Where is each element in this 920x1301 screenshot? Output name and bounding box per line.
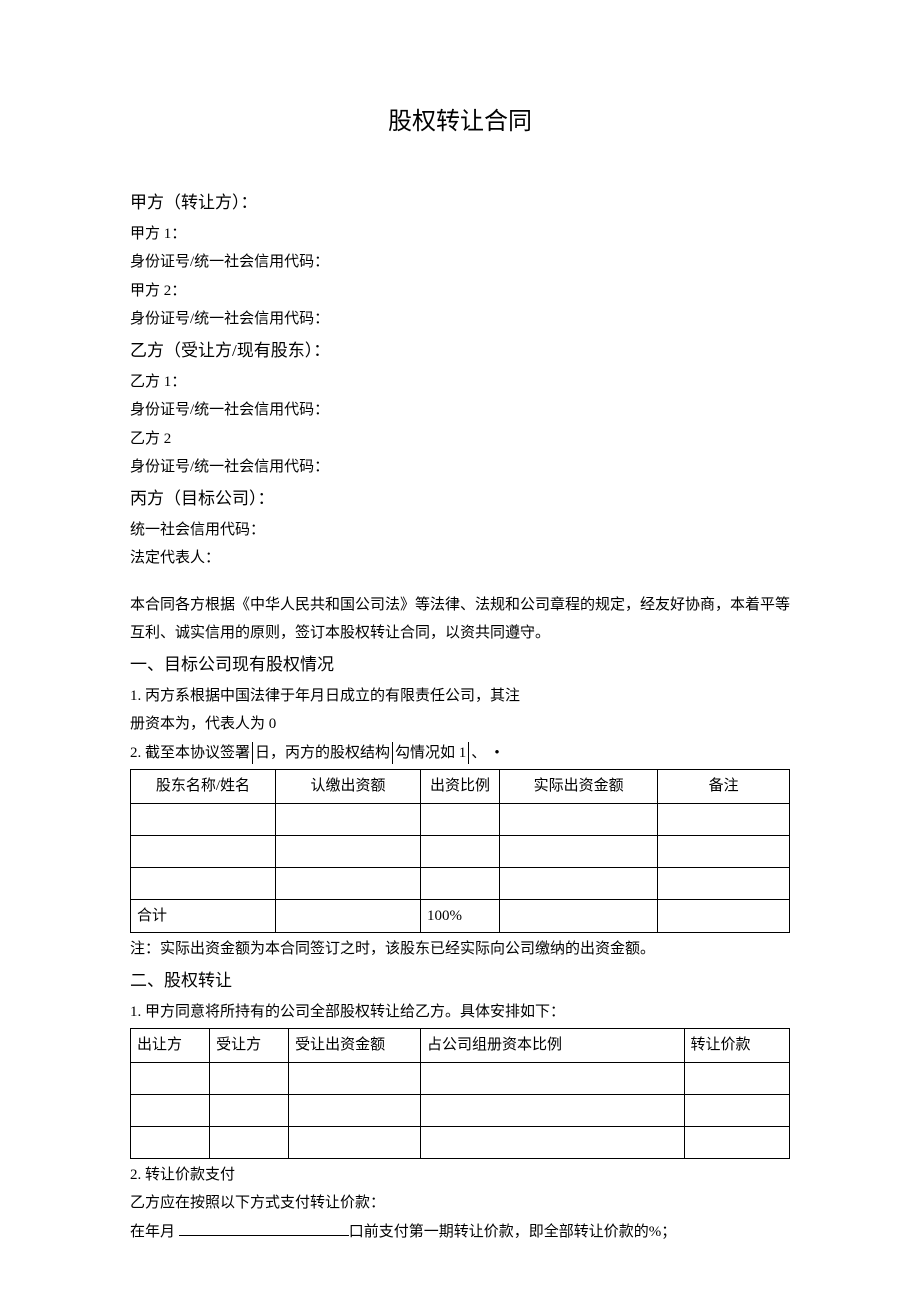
table-cell <box>420 867 499 899</box>
section-1-note: 注：实际出资金额为本合同签订之时，该股东已经实际向公司缴纳的出资金额。 <box>130 935 790 964</box>
table-cell <box>289 1126 421 1158</box>
table-cell <box>131 835 276 867</box>
party-c-header: 丙方（目标公司）： <box>130 482 790 516</box>
table-cell <box>500 867 658 899</box>
table-cell: 合计 <box>131 899 276 933</box>
party-b-sub2: 乙方 2 <box>130 425 790 454</box>
table-cell <box>275 899 420 933</box>
section-2-item2b-post: 口前支付第一期转让价款，即全部转让价款的%； <box>349 1224 677 1240</box>
table-cell <box>420 835 499 867</box>
table-cell <box>289 1062 421 1094</box>
table-cell <box>420 1094 684 1126</box>
table-cell <box>131 803 276 835</box>
table-cell <box>658 867 790 899</box>
table-cell <box>684 1062 789 1094</box>
table-cell <box>210 1126 289 1158</box>
table-cell <box>684 1094 789 1126</box>
party-a-sub2: 甲方 2： <box>130 277 790 306</box>
table-header-cell: 占公司组册资本比例 <box>420 1029 684 1063</box>
party-c-code: 统一社会信用代码： <box>130 516 790 545</box>
table-row <box>131 1126 790 1158</box>
table-cell <box>658 835 790 867</box>
blank-underline <box>179 1221 349 1236</box>
table-cell <box>420 803 499 835</box>
party-a-sub1: 甲方 1： <box>130 220 790 249</box>
party-a-id2: 身份证号/统一社会信用代码： <box>130 305 790 334</box>
section-1-item1b: 册资本为，代表人为 0 <box>130 710 790 739</box>
divider-line <box>252 742 253 764</box>
section-2-item2b: 在年月 口前支付第一期转让价款，即全部转让价款的%； <box>130 1218 790 1247</box>
section-2-item2b-pre: 在年月 <box>130 1224 179 1240</box>
table-row <box>131 1094 790 1126</box>
section-1-item2: 2. 截至本协议签署 日，丙方的股权结构 勾情况如 1 、 • <box>130 739 790 768</box>
table-header-cell: 出让方 <box>131 1029 210 1063</box>
party-b-header: 乙方（受让方/现有股东）： <box>130 334 790 368</box>
table-header-cell: 备注 <box>658 770 790 804</box>
table-cell <box>275 803 420 835</box>
table-cell <box>420 1062 684 1094</box>
section-1-item2-post2: 、 <box>471 739 486 768</box>
section-2-item2: 2. 转让价款支付 <box>130 1161 790 1190</box>
table-cell <box>131 867 276 899</box>
table-cell <box>275 835 420 867</box>
table-header-cell: 转让价款 <box>684 1029 789 1063</box>
transfer-table: 出让方 受让方 受让出资金额 占公司组册资本比例 转让价款 <box>130 1028 790 1159</box>
section-2-header: 二、股权转让 <box>130 964 790 998</box>
section-1-item2-pre: 2. 截至本协议签署 <box>130 739 250 768</box>
table-cell <box>420 1126 684 1158</box>
table-cell <box>500 899 658 933</box>
equity-table: 股东名称/姓名 认缴出资额 出资比例 实际出资金额 备注 合计 100% <box>130 769 790 933</box>
table-row: 合计 100% <box>131 899 790 933</box>
section-1-header: 一、目标公司现有股权情况 <box>130 648 790 682</box>
table-cell <box>684 1126 789 1158</box>
section-1-item2-post1: 勾情况如 1 <box>395 739 466 768</box>
table-header-cell: 出资比例 <box>420 770 499 804</box>
party-a-id1: 身份证号/统一社会信用代码： <box>130 248 790 277</box>
table-header-cell: 股东名称/姓名 <box>131 770 276 804</box>
document-title: 股权转让合同 <box>130 100 790 146</box>
table-cell <box>131 1062 210 1094</box>
party-b-id2: 身份证号/统一社会信用代码： <box>130 453 790 482</box>
table-row: 股东名称/姓名 认缴出资额 出资比例 实际出资金额 备注 <box>131 770 790 804</box>
table-row: 出让方 受让方 受让出资金额 占公司组册资本比例 转让价款 <box>131 1029 790 1063</box>
divider-line <box>468 742 469 764</box>
table-header-cell: 受让方 <box>210 1029 289 1063</box>
table-cell <box>131 1126 210 1158</box>
party-b-id1: 身份证号/统一社会信用代码： <box>130 396 790 425</box>
table-cell <box>210 1094 289 1126</box>
section-1-item1a: 1. 丙方系根据中国法律于年月日成立的有限责任公司，其注 <box>130 682 790 711</box>
divider-line <box>392 742 393 764</box>
section-1-item2-dot: • <box>494 739 499 768</box>
table-cell: 100% <box>420 899 499 933</box>
table-header-cell: 受让出资金额 <box>289 1029 421 1063</box>
table-cell <box>289 1094 421 1126</box>
section-1-item2-mid: 日，丙方的股权结构 <box>255 739 390 768</box>
party-b-sub1: 乙方 1： <box>130 368 790 397</box>
section-2-item2a: 乙方应在按照以下方式支付转让价款： <box>130 1189 790 1218</box>
table-header-cell: 认缴出资额 <box>275 770 420 804</box>
table-header-cell: 实际出资金额 <box>500 770 658 804</box>
table-cell <box>131 1094 210 1126</box>
table-row <box>131 835 790 867</box>
table-cell <box>500 835 658 867</box>
party-c-rep: 法定代表人： <box>130 544 790 573</box>
table-cell <box>658 899 790 933</box>
preamble-text: 本合同各方根据《中华人民共和国公司法》等法律、法规和公司章程的规定，经友好协商，… <box>130 591 790 648</box>
table-row <box>131 867 790 899</box>
section-2-item1: 1. 甲方同意将所持有的公司全部股权转让给乙方。具体安排如下： <box>130 998 790 1027</box>
table-cell <box>210 1062 289 1094</box>
table-cell <box>275 867 420 899</box>
table-row <box>131 1062 790 1094</box>
table-cell <box>658 803 790 835</box>
table-row <box>131 803 790 835</box>
table-cell <box>500 803 658 835</box>
party-a-header: 甲方（转让方）： <box>130 186 790 220</box>
